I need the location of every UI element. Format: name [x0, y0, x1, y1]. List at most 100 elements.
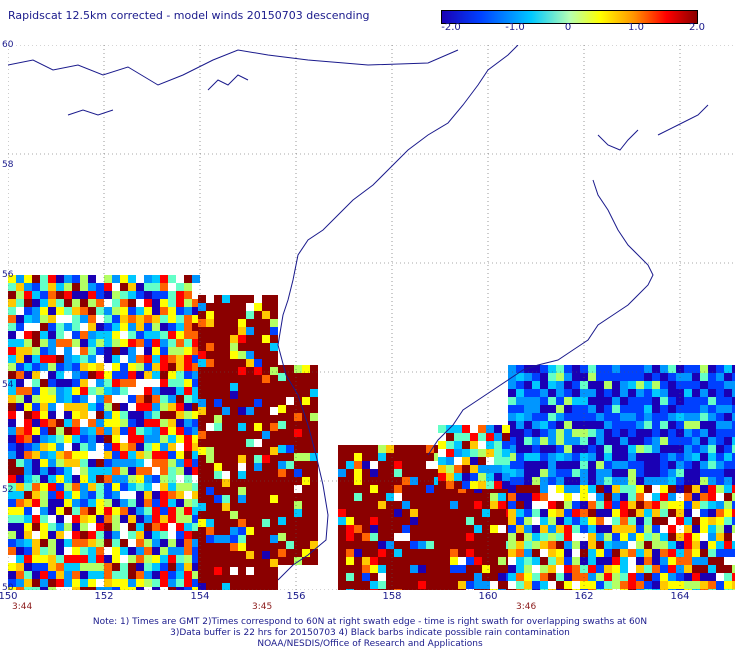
wind-cell: [564, 461, 572, 469]
wind-cell: [732, 509, 740, 517]
wind-cell: [604, 373, 612, 381]
wind-cell: [206, 399, 214, 407]
wind-cell: [238, 551, 246, 559]
wind-cell: [596, 549, 604, 557]
wind-cell: [184, 499, 192, 507]
wind-cell: [168, 571, 176, 579]
wind-cell: [478, 465, 486, 473]
wind-cell: [112, 571, 120, 579]
wind-cell: [144, 275, 152, 283]
wind-cell: [636, 533, 644, 541]
wind-cell: [96, 483, 104, 491]
wind-cell: [556, 581, 564, 589]
wind-cell: [302, 525, 310, 533]
wind-cell: [636, 565, 644, 573]
wind-cell: [222, 495, 230, 503]
wind-cell: [136, 563, 144, 571]
wind-cell: [386, 469, 394, 477]
wind-cell: [628, 557, 636, 565]
wind-cell: [716, 581, 724, 589]
wind-cell: [516, 541, 524, 549]
wind-cell: [628, 581, 636, 589]
wind-cell: [168, 283, 176, 291]
wind-cell: [302, 477, 310, 485]
wind-cell: [620, 389, 628, 397]
wind-cell: [636, 557, 644, 565]
wind-cell: [386, 509, 394, 517]
wind-cell: [192, 475, 200, 483]
wind-cell: [120, 571, 128, 579]
wind-cell: [716, 437, 724, 445]
wind-cell: [346, 469, 354, 477]
wind-cell: [230, 559, 238, 567]
wind-cell: [532, 389, 540, 397]
wind-cell: [24, 515, 32, 523]
wind-cell: [32, 419, 40, 427]
wind-cell: [96, 323, 104, 331]
wind-cell: [660, 365, 668, 373]
wind-cell: [302, 421, 310, 429]
wind-cell: [668, 493, 676, 501]
wind-cell: [524, 461, 532, 469]
wind-cell: [732, 525, 740, 533]
wind-cell: [246, 303, 254, 311]
wind-cell: [508, 429, 516, 437]
wind-cell: [540, 493, 548, 501]
wind-cell: [270, 375, 278, 383]
wind-cell: [198, 583, 206, 591]
wind-cell: [16, 299, 24, 307]
wind-cell: [128, 339, 136, 347]
wind-cell: [206, 295, 214, 303]
wind-cell: [112, 307, 120, 315]
wind-cell: [40, 307, 48, 315]
wind-cell: [238, 367, 246, 375]
wind-cell: [56, 555, 64, 563]
wind-cell: [104, 467, 112, 475]
wind-cell: [262, 503, 270, 511]
wind-cell: [230, 383, 238, 391]
wind-cell: [136, 307, 144, 315]
wind-cell: [692, 493, 700, 501]
wind-cell: [434, 493, 442, 501]
wind-cell: [596, 413, 604, 421]
wind-cell: [362, 501, 370, 509]
wind-cell: [184, 379, 192, 387]
wind-cell: [192, 443, 200, 451]
wind-cell: [40, 539, 48, 547]
wind-cell: [96, 563, 104, 571]
wind-cell: [286, 509, 294, 517]
wind-cell: [294, 373, 302, 381]
wind-cell: [362, 517, 370, 525]
wind-cell: [230, 511, 238, 519]
wind-cell: [64, 499, 72, 507]
wind-cell: [40, 411, 48, 419]
wind-cell: [354, 509, 362, 517]
wind-cell: [418, 501, 426, 509]
wind-cell: [378, 549, 386, 557]
wind-cell: [192, 355, 200, 363]
wind-cell: [684, 445, 692, 453]
wind-cell: [362, 525, 370, 533]
wind-cell: [144, 427, 152, 435]
wind-cell: [120, 411, 128, 419]
wind-cell: [40, 491, 48, 499]
wind-cell: [214, 503, 222, 511]
wind-cell: [24, 363, 32, 371]
wind-cell: [128, 539, 136, 547]
wind-cell: [88, 299, 96, 307]
wind-cell: [644, 509, 652, 517]
wind-cell: [628, 509, 636, 517]
wind-cell: [96, 291, 104, 299]
wind-cell: [192, 419, 200, 427]
wind-cell: [724, 493, 732, 501]
wind-cell: [144, 363, 152, 371]
wind-cell: [700, 437, 708, 445]
wind-cell: [426, 469, 434, 477]
wind-cell: [310, 373, 318, 381]
wind-cell: [152, 371, 160, 379]
wind-cell: [16, 411, 24, 419]
wind-cell: [556, 485, 564, 493]
wind-cell: [238, 351, 246, 359]
wind-cell: [246, 551, 254, 559]
wind-cell: [198, 383, 206, 391]
